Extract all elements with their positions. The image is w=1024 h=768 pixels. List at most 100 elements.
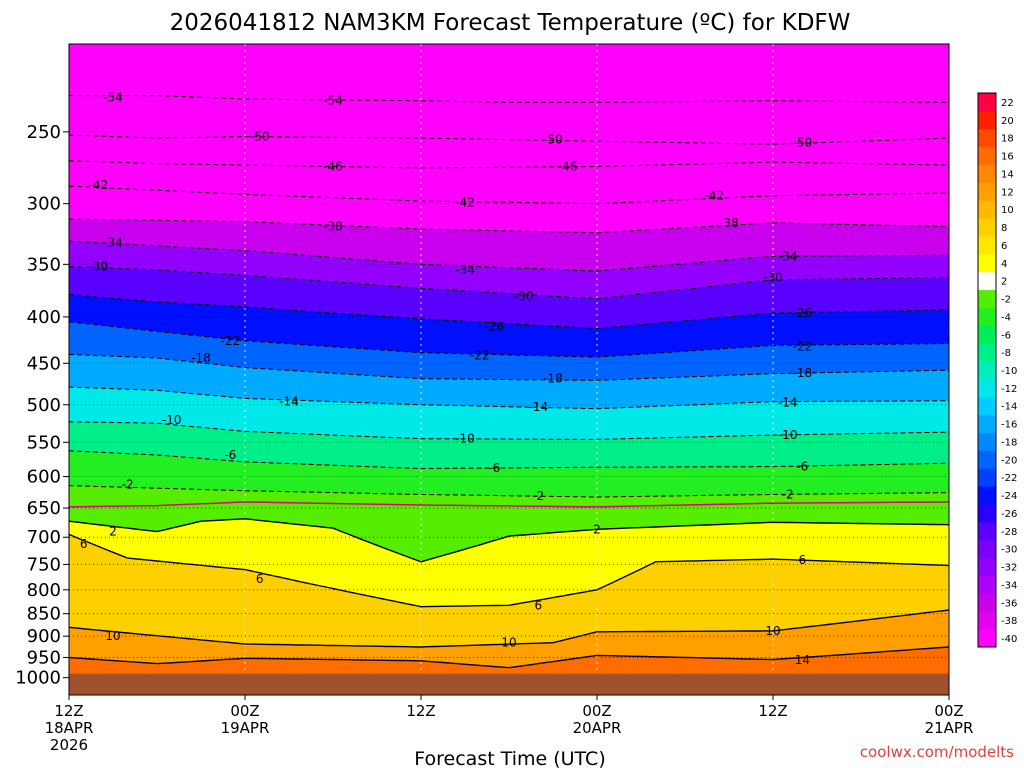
colorbar-swatch — [978, 146, 996, 165]
y-tick-label: 1000 — [15, 668, 61, 689]
colorbar-swatch — [978, 396, 996, 416]
colorbar-swatch — [978, 182, 996, 201]
colorbar-swatch — [978, 432, 996, 451]
x-tick-label: 00Z — [230, 702, 259, 720]
contour-label: -18 — [793, 366, 813, 380]
colorbar-swatch — [978, 593, 996, 612]
isotherm-line — [69, 294, 949, 330]
y-tick-label: 550 — [27, 432, 61, 453]
colorbar-tick-label: -30 — [1001, 545, 1017, 556]
colorbar-tick-label: 10 — [1001, 205, 1014, 216]
contour-label: -34 — [103, 235, 123, 249]
isotherm-line — [69, 95, 949, 103]
colorbar-swatch — [978, 307, 996, 326]
contour-label: -34 — [778, 249, 798, 263]
contour-label: 6 — [799, 553, 807, 567]
colorbar-swatch — [978, 414, 996, 434]
isotherm-line — [69, 646, 949, 669]
contour-label: -18 — [191, 351, 211, 365]
contour-label: -54 — [103, 90, 123, 104]
contour-label: -2 — [122, 477, 134, 491]
contour-label: -54 — [323, 94, 343, 108]
y-axis-ticks: 2503003504004505005506006507007508008509… — [15, 122, 69, 689]
contour-label: -14 — [529, 400, 549, 414]
colorbar-swatch — [978, 271, 996, 291]
colorbar-tick-label: 18 — [1001, 134, 1014, 145]
contour-label: -46 — [558, 160, 578, 174]
contour-label: -50 — [793, 136, 813, 150]
isotherm-line — [69, 518, 949, 563]
y-tick-label: 900 — [27, 626, 61, 647]
contour-label: -30 — [514, 290, 534, 304]
ground-layer — [69, 673, 949, 695]
contour-label: -50 — [250, 130, 270, 144]
colorbar-tick-label: 20 — [1001, 116, 1014, 127]
x-tick-label: 20APR — [573, 719, 622, 737]
isotherm-line — [69, 421, 949, 440]
x-tick-label: 19APR — [221, 719, 270, 737]
y-tick-label: 700 — [27, 527, 61, 548]
colorbar-tick-label: -8 — [1001, 348, 1011, 359]
isotherm-contours — [69, 95, 949, 669]
colorbar-swatch — [978, 93, 996, 112]
contour-label: -14 — [778, 395, 798, 409]
contour-label: 2 — [593, 522, 601, 536]
isotherm-line — [69, 609, 949, 648]
colorbar-frame — [977, 92, 997, 648]
contour-label: -26 — [485, 320, 505, 334]
temperature-band — [69, 450, 949, 497]
colorbar-swatch — [978, 504, 996, 523]
colorbar-tick-label: -14 — [1001, 402, 1017, 413]
colorbar-tick-label: 12 — [1001, 187, 1014, 198]
contour-label: -14 — [279, 395, 299, 409]
colorbar-tick-label: -38 — [1001, 616, 1017, 627]
temperature-band — [69, 610, 949, 668]
colorbar-tick-label: -20 — [1001, 455, 1017, 466]
isotherm-line — [69, 485, 949, 498]
x-tick-label: 18APR — [45, 719, 94, 737]
grid-lines — [69, 44, 949, 695]
colorbar-tick-label: -32 — [1001, 563, 1017, 574]
colorbar-tick-label: 14 — [1001, 169, 1014, 180]
y-tick-label: 950 — [27, 647, 61, 668]
x-tick-label: 00Z — [582, 702, 611, 720]
colorbar-swatch — [978, 289, 996, 308]
colorbar-tick-label: 16 — [1001, 152, 1014, 163]
contour-label: -22 — [793, 339, 813, 353]
contour-label: -2 — [532, 489, 544, 503]
isotherm-line — [69, 321, 949, 358]
contour-label: -10 — [162, 413, 182, 427]
colorbar-swatch — [978, 611, 996, 630]
colorbar-swatch — [978, 378, 996, 398]
colorbar-tick-label: -12 — [1001, 384, 1017, 395]
colorbar-swatch — [978, 164, 996, 183]
contour-label: -2 — [782, 488, 794, 502]
contour-label: 10 — [105, 629, 120, 643]
temperature-band — [69, 321, 949, 381]
isotherm-line — [69, 353, 949, 381]
y-tick-label: 250 — [27, 122, 61, 143]
isotherm-line — [69, 266, 949, 300]
contour-label: 2 — [109, 525, 117, 539]
colorbar-swatch — [978, 128, 996, 148]
colorbar-tick-label: -4 — [1001, 312, 1011, 323]
x-tick-label: 12Z — [406, 702, 435, 720]
colorbar-tick-label: -34 — [1001, 580, 1017, 591]
colorbar-tick-label: -26 — [1001, 509, 1017, 520]
isotherm-line — [69, 386, 949, 410]
contour-label: 6 — [256, 572, 264, 586]
contour-label: 14 — [795, 653, 810, 667]
contour-label: -26 — [793, 306, 813, 320]
y-tick-label: 650 — [27, 498, 61, 519]
colorbar-tick-label: -18 — [1001, 437, 1017, 448]
contour-label: -42 — [705, 189, 725, 203]
colorbar-swatch — [978, 343, 996, 362]
colorbar-swatch — [978, 218, 996, 237]
colorbar-tick-label: 2 — [1001, 277, 1007, 288]
contour-label: -10 — [778, 428, 798, 442]
y-tick-label: 450 — [27, 353, 61, 374]
plot-area: -54 -54 -50 -50 -50 -46 -46 -42 -42 -42 -38 -38 -34 -… — [69, 44, 949, 695]
chart-title: 2026041812 NAM3KM Forecast Temperature (… — [170, 10, 851, 36]
